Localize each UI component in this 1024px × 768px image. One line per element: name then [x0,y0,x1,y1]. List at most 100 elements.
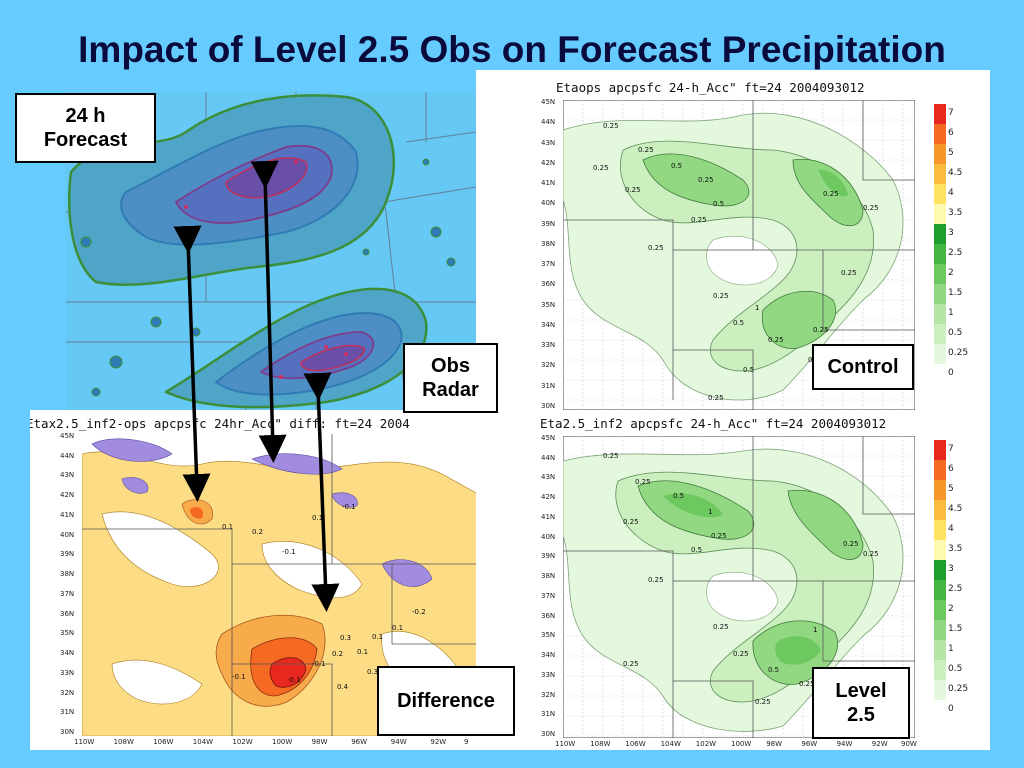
level25-colorbar-label: 2 [948,604,954,614]
level25-contour-label: 0.25 [623,518,639,526]
control-callout: Control [812,344,914,390]
difference-contour-label: -0.1 [342,503,356,511]
control-colorbar-label: 5 [948,148,954,158]
control-contour-label: 0.25 [691,216,707,224]
level25-colorbar-segment [934,660,946,680]
difference-lat-tick-label: 45N [60,432,75,440]
level25-colorbar-segment [934,540,946,560]
control-lat-tick-label: 35N [541,300,556,309]
level25-lat-tick-label: 41N [541,512,556,521]
control-colorbar-label: 0 [948,368,954,378]
level25-colorbar-label: 5 [948,484,954,494]
level25-colorbar-segment [934,640,946,660]
control-colorbar-segment [934,224,946,244]
control-colorbar-segment [934,164,946,184]
level25-contour-label: 0.25 [755,698,771,706]
control-contour-label: 0.25 [625,186,641,194]
control-contour-label: 0.25 [713,292,729,300]
control-lat-tick-label: 33N [541,341,556,350]
level25-colorbar-label: 0.25 [948,684,969,694]
difference-contour-label: 0.1 [357,648,368,656]
level25-colorbar-segment [934,560,946,580]
level25-lon-tick-label: 108W [590,740,611,748]
control-colorbar-segment [934,244,946,264]
level25-lon-tick-label: 94W [836,740,853,748]
control-contour-label: 0.25 [638,146,654,154]
level25-lat-tick-label: 31N [541,710,556,719]
forecast-callout: 24 h Forecast [15,93,156,163]
difference-lat-tick-label: 33N [60,668,75,677]
difference-lat-tick-label: 31N [60,708,75,717]
level25-panel-title: Eta2.5_inf2 apcpsfc 24-h_Acc" ft=24 2004… [540,416,887,431]
control-contour-label: 0.25 [813,326,829,334]
level25-lon-tick-label: 106W [625,740,646,748]
control-contour-label: 0.25 [823,190,839,198]
level25-contour-label: 0.25 [799,680,815,688]
control-colorbar-segment [934,204,946,224]
level25-contour-label: 0.25 [648,576,664,584]
level25-contour-label: 0.5 [768,666,779,674]
control-lat-tick-label: 34N [541,320,556,329]
level25-lat-tick-label: 33N [541,670,556,679]
control-colorbar [934,104,946,384]
control-colorbar-segment [934,124,946,144]
level25-contour-label: 0.5 [691,546,702,554]
difference-lat-tick-label: 44N [60,451,75,460]
level25-colorbar-segment [934,600,946,620]
control-colorbar-label: 4 [948,188,954,198]
control-contour-label: 0.25 [603,122,619,130]
control-colorbar-segment [934,144,946,164]
control-contour-label: 0.5 [733,319,744,327]
control-contour-label: 1 [755,304,759,312]
level25-lon-tick-label: 110W [555,740,576,748]
difference-contour-label: 0.2 [332,650,343,658]
control-lat-tick-label: 42N [541,158,556,167]
control-lat-tick-label: 40N [541,199,556,208]
slide-title: Impact of Level 2.5 Obs on Forecast Prec… [78,29,946,70]
control-contour-label: 0.5 [671,162,682,170]
control-lat-tick-label: 32N [541,361,556,370]
control-colorbar-label: 1 [948,308,954,318]
difference-lon-tick-label: 9 [464,738,469,746]
control-lat-tick-label: 36N [541,280,556,289]
control-contour-label: 0.25 [708,394,724,402]
level25-colorbar-segment [934,500,946,520]
level25-lon-tick-label: 104W [660,740,681,748]
level25-lat-tick-label: 34N [541,651,556,660]
control-contour-label: 0.5 [713,200,724,208]
difference-lon-tick-label: 102W [232,738,253,746]
difference-contour-label: 0.1 [222,523,233,531]
difference-contour-label: 0.3 [340,634,351,642]
level25-colorbar-segment [934,480,946,500]
control-lat-tick-label: 45N [541,98,556,106]
obs-radar-callout: Obs Radar [403,343,498,413]
level25-contour-label: 0.25 [863,550,879,558]
difference-contour-label: 0.1 [372,633,383,641]
level25-lat-tick-label: 43N [541,473,556,482]
control-contour-label: 0.25 [593,164,609,172]
control-contour-label: 0.5 [743,366,754,374]
obs-radar-callout-line1: Obs [431,355,470,377]
level25-lat-tick-label: 44N [541,453,556,462]
level25-colorbar [934,440,946,720]
control-colorbar-segment [934,344,946,364]
level25-colorbar-label: 7 [948,444,954,454]
difference-lat-tick-label: 43N [60,471,75,480]
difference-lat-tick-label: 39N [60,550,75,559]
difference-panel-title: Etax2.5_inf2-ops apcpsfc 24hr_Acc" diff:… [30,416,410,431]
control-colorbar-segment [934,284,946,304]
level25-lat-tick-label: 37N [541,591,556,600]
difference-lat-tick-label: 35N [60,629,75,638]
level25-colorbar-segment [934,620,946,640]
control-colorbar-segment [934,364,946,384]
level25-lat-tick-label: 38N [541,572,556,581]
level25-colorbar-label: 3.5 [948,544,963,554]
difference-contour-label: -0.2 [412,608,426,616]
control-lat-tick-label: 31N [541,381,556,390]
difference-lat-tick-label: 38N [60,570,75,579]
difference-lat-tick-label: 30N [60,728,75,736]
control-lat-tick-label: 43N [541,138,556,147]
control-colorbar-segment [934,264,946,284]
level25-colorbar-segment [934,440,946,460]
level25-colorbar-segment [934,460,946,480]
